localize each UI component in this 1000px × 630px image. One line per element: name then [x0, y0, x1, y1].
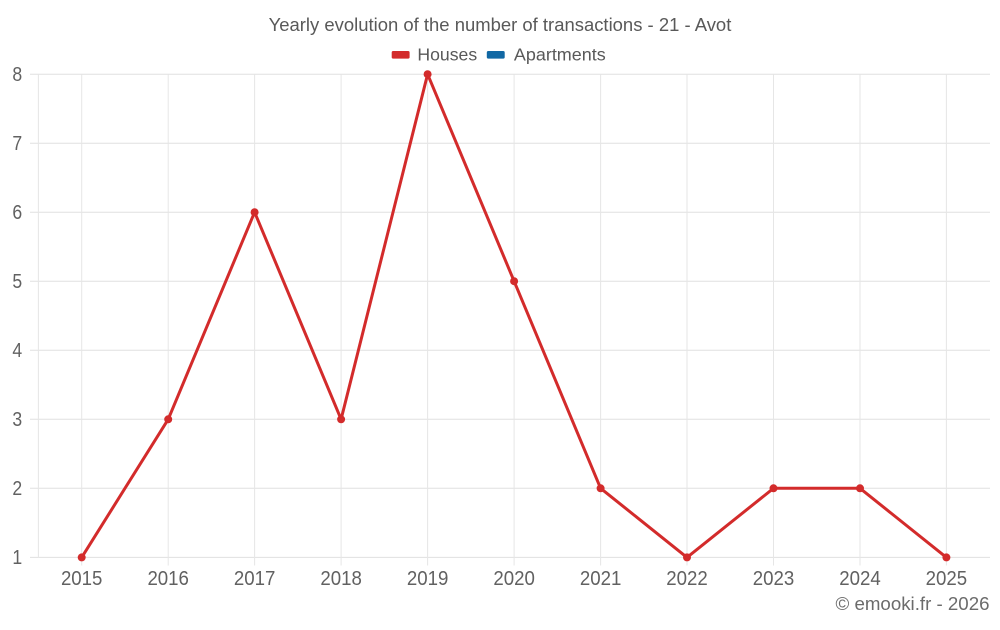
svg-text:2023: 2023 — [753, 568, 795, 590]
svg-text:Houses: Houses — [417, 45, 477, 65]
svg-text:6: 6 — [12, 202, 22, 224]
svg-text:1: 1 — [12, 547, 22, 569]
svg-text:2025: 2025 — [926, 568, 968, 590]
svg-text:2021: 2021 — [580, 568, 622, 590]
svg-text:2020: 2020 — [493, 568, 535, 590]
svg-text:Apartments: Apartments — [514, 45, 606, 65]
svg-text:2018: 2018 — [320, 568, 362, 590]
svg-text:2016: 2016 — [147, 568, 189, 590]
svg-text:2022: 2022 — [666, 568, 708, 590]
svg-text:2019: 2019 — [407, 568, 449, 590]
svg-text:5: 5 — [12, 271, 22, 293]
svg-text:2024: 2024 — [839, 568, 881, 590]
svg-text:2: 2 — [12, 478, 22, 500]
svg-text:2015: 2015 — [61, 568, 103, 590]
svg-text:© emooki.fr - 2026: © emooki.fr - 2026 — [836, 593, 990, 614]
svg-text:7: 7 — [12, 133, 22, 155]
svg-text:2017: 2017 — [234, 568, 276, 590]
svg-text:4: 4 — [12, 340, 22, 362]
svg-text:8: 8 — [12, 64, 22, 86]
svg-text:3: 3 — [12, 409, 22, 431]
svg-text:Yearly evolution of the number: Yearly evolution of the number of transa… — [269, 14, 732, 35]
